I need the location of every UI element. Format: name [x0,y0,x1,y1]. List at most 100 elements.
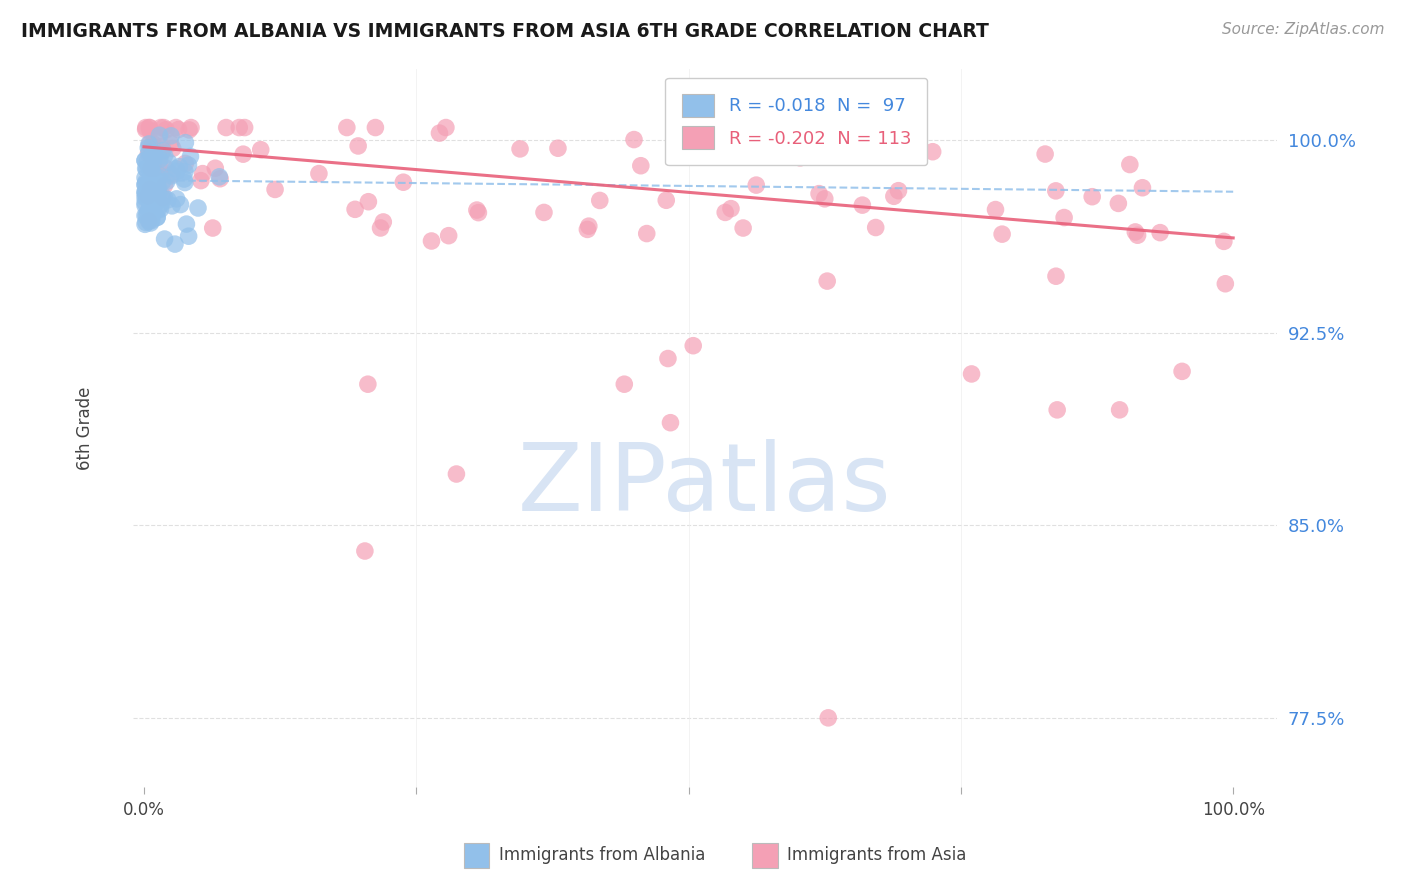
Point [173,172,195,186]
Point [1215,277,1237,291]
Point [143,161,166,176]
Point [141,149,163,163]
Point [142,174,165,188]
Point [141,213,163,227]
Point [156,193,179,207]
Point [153,148,176,162]
Point [160,199,183,213]
Point [136,189,159,203]
Point [576,222,599,236]
Point [232,147,254,161]
Point [135,175,157,189]
Point [1081,190,1104,204]
Point [336,120,359,135]
Point [166,192,188,206]
Point [547,141,569,155]
Point [135,120,157,135]
Point [155,161,177,175]
Text: Source: ZipAtlas.com: Source: ZipAtlas.com [1222,22,1385,37]
Point [143,129,166,144]
Point [136,154,159,169]
Point [465,202,488,217]
Text: 6th Grade: 6th Grade [76,386,94,469]
Point [657,351,679,366]
Point [814,192,837,206]
Point [815,274,838,288]
Point [139,161,162,176]
Point [717,120,740,135]
Point [141,142,163,156]
Point [149,120,172,135]
Point [142,166,165,180]
Point [180,120,202,135]
Point [682,339,704,353]
Point [138,160,160,174]
Point [921,145,943,159]
Point [509,142,531,156]
Point [960,367,983,381]
Text: Immigrants from Albania: Immigrants from Albania [499,847,706,864]
Point [446,467,468,481]
Point [135,162,157,177]
Point [169,197,191,211]
Point [1171,364,1194,378]
Point [138,136,160,151]
Point [187,201,209,215]
Point [163,237,186,252]
Point [174,165,197,179]
Point [134,170,156,185]
Point [148,128,170,143]
Point [138,145,160,160]
Point [135,122,157,136]
Point [714,205,737,219]
Point [138,191,160,205]
Point [141,161,163,176]
Point [149,169,172,183]
Point [373,215,395,229]
Point [143,195,166,210]
Point [153,178,176,193]
Point [134,186,156,201]
Point [141,209,163,223]
Point [264,182,287,196]
Point [142,136,165,151]
Point [364,120,387,135]
Point [138,202,160,217]
Point [136,205,159,219]
Point [655,194,678,208]
Point [887,184,910,198]
Point [152,144,174,158]
Point [160,167,183,181]
Point [142,184,165,198]
Point [139,124,162,138]
Point [745,178,768,193]
Point [176,217,198,231]
Point [141,208,163,222]
Point [851,198,873,212]
Point [146,181,169,195]
Point [146,178,169,192]
Point [142,156,165,170]
Point [1046,402,1069,417]
Point [150,146,173,161]
Point [157,155,180,169]
Point [136,141,159,155]
Point [138,188,160,202]
Point [308,167,330,181]
Point [167,122,190,136]
Point [636,227,658,241]
Point [143,186,166,200]
Point [148,186,170,201]
Point [159,136,181,151]
Point [153,191,176,205]
Point [773,120,796,135]
Point [135,161,157,176]
Point [1126,228,1149,243]
Point [659,416,682,430]
Point [152,191,174,205]
Point [174,136,197,150]
Text: Immigrants from Asia: Immigrants from Asia [787,847,967,864]
Point [148,180,170,194]
Point [808,186,831,201]
Point [177,229,200,244]
